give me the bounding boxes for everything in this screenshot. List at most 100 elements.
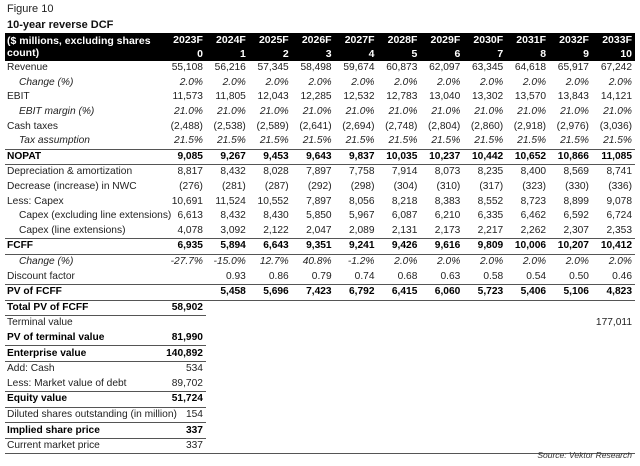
summary-label: Equity value bbox=[5, 391, 164, 408]
cell-value: 2.0% bbox=[308, 76, 332, 88]
table-row: Cash taxes (2,488) (2,538) (2,589) (2,641) (2… bbox=[5, 119, 635, 134]
empty-cell bbox=[249, 300, 292, 316]
cell-value: 9,078 bbox=[606, 195, 633, 207]
cell-value: 63,345 bbox=[472, 62, 504, 74]
row-label: Capex (excluding line extensions) bbox=[19, 210, 172, 222]
empty-cell bbox=[292, 300, 335, 316]
cell-value: 2.0% bbox=[265, 76, 289, 88]
empty-cell bbox=[206, 423, 249, 439]
summary-label: Implied share price bbox=[5, 422, 164, 439]
cell-value: (310) bbox=[436, 181, 461, 193]
empty-cell bbox=[335, 407, 378, 423]
cell-value: (2,538) bbox=[213, 120, 246, 132]
summary-label: Enterprise value bbox=[5, 345, 164, 362]
empty-cell bbox=[335, 392, 378, 408]
cell-value: 8,817 bbox=[177, 166, 203, 178]
cell-value: 8,552 bbox=[477, 195, 504, 207]
column-year: 2027F bbox=[334, 33, 378, 47]
cell-value: 10,035 bbox=[377, 148, 421, 166]
empty-cell bbox=[506, 407, 549, 423]
cell-value: 4,823 bbox=[591, 283, 635, 301]
empty-cell bbox=[420, 300, 463, 316]
cell-value: 6,415 bbox=[377, 283, 421, 301]
empty-cell bbox=[292, 346, 335, 362]
empty-cell bbox=[206, 376, 249, 391]
cell-value: 6,935 bbox=[163, 238, 206, 255]
empty-cell bbox=[292, 376, 335, 391]
cell-value: (323) bbox=[522, 181, 547, 193]
empty-cell bbox=[378, 331, 421, 346]
empty-cell bbox=[292, 423, 335, 439]
empty-cell bbox=[549, 376, 592, 391]
cell-value: 21.5% bbox=[259, 135, 289, 147]
table-title: 10-year reverse DCF bbox=[7, 19, 114, 31]
cell-value: 11,805 bbox=[215, 91, 246, 103]
cell-value: 2.0% bbox=[522, 256, 547, 268]
cell-value bbox=[163, 269, 206, 284]
empty-cell bbox=[335, 316, 378, 331]
cell-value: 9,453 bbox=[248, 148, 292, 166]
table-row: PV of FCFF 5,458 5,696 7,423 6,792 6,415 6,060… bbox=[5, 283, 635, 301]
cell-value: 64,618 bbox=[514, 62, 547, 74]
empty-cell bbox=[463, 438, 507, 455]
column-year: 2031F bbox=[506, 33, 550, 47]
empty-cell bbox=[206, 361, 249, 376]
summary-row: Diluted shares outstanding (in million) 1… bbox=[5, 407, 635, 423]
empty-cell bbox=[335, 346, 378, 362]
empty-cell bbox=[249, 316, 292, 331]
cell-value: 8,430 bbox=[263, 210, 289, 222]
empty-cell bbox=[291, 438, 335, 455]
table-row: Tax assumption 21.5% 21.5% 21.5% 21.5% 21.5% 2… bbox=[5, 134, 635, 149]
empty-cell bbox=[506, 392, 549, 408]
row-label: Change (%) bbox=[19, 256, 74, 268]
cell-value: 21.5% bbox=[474, 135, 504, 147]
cell-value: (287) bbox=[264, 181, 289, 193]
cell-value: 5,406 bbox=[506, 283, 550, 301]
cell-value: 40.8% bbox=[302, 256, 332, 268]
summary-value: 89,702 bbox=[171, 377, 203, 389]
figure-label: Figure 10 bbox=[7, 3, 54, 15]
cell-value: 8,383 bbox=[434, 195, 461, 207]
cell-value: 13,570 bbox=[514, 91, 547, 103]
empty-cell bbox=[378, 346, 421, 362]
empty-cell bbox=[205, 438, 249, 455]
column-period: 2 bbox=[248, 47, 292, 61]
empty-cell bbox=[206, 331, 249, 346]
cell-value: 21.5% bbox=[517, 135, 547, 147]
cell-value: (2,918) bbox=[513, 120, 547, 132]
empty-cell bbox=[506, 346, 549, 362]
empty-cell bbox=[378, 392, 421, 408]
column-year: 2028F bbox=[377, 33, 421, 47]
cell-value: 21.0% bbox=[431, 106, 461, 118]
cell-value: 0.63 bbox=[440, 270, 461, 282]
cell-value: 12.7% bbox=[259, 256, 289, 268]
empty-cell bbox=[249, 407, 292, 423]
cell-value: 21.0% bbox=[345, 106, 375, 118]
empty-cell bbox=[292, 331, 335, 346]
cell-value: 6,592 bbox=[563, 210, 589, 222]
cell-value: 60,873 bbox=[386, 62, 418, 74]
empty-cell bbox=[549, 423, 592, 439]
row-label: EBIT margin (%) bbox=[19, 106, 95, 118]
cell-value: 5,850 bbox=[306, 210, 332, 222]
empty-cell bbox=[463, 423, 506, 439]
cell-value: 5,967 bbox=[349, 210, 375, 222]
cell-value: 2,122 bbox=[263, 224, 289, 236]
empty-cell bbox=[378, 316, 421, 331]
row-label: Capex (line extensions) bbox=[19, 224, 126, 236]
empty-cell bbox=[420, 316, 463, 331]
cell-value: 11,573 bbox=[172, 91, 203, 103]
empty-cell bbox=[249, 361, 292, 376]
cell-value: 21.0% bbox=[388, 106, 418, 118]
empty-cell bbox=[506, 376, 549, 391]
empty-cell bbox=[463, 316, 506, 331]
cell-value: 0.74 bbox=[354, 270, 375, 282]
row-label: FCFF bbox=[5, 238, 164, 255]
column-year: 2025F bbox=[248, 33, 292, 47]
summary-label: Terminal value bbox=[7, 317, 73, 329]
empty-cell bbox=[420, 407, 463, 423]
cell-value: 2.0% bbox=[179, 76, 203, 88]
empty-cell bbox=[420, 392, 463, 408]
cell-value: 10,866 bbox=[549, 148, 592, 166]
cell-value: (2,641) bbox=[299, 120, 332, 132]
